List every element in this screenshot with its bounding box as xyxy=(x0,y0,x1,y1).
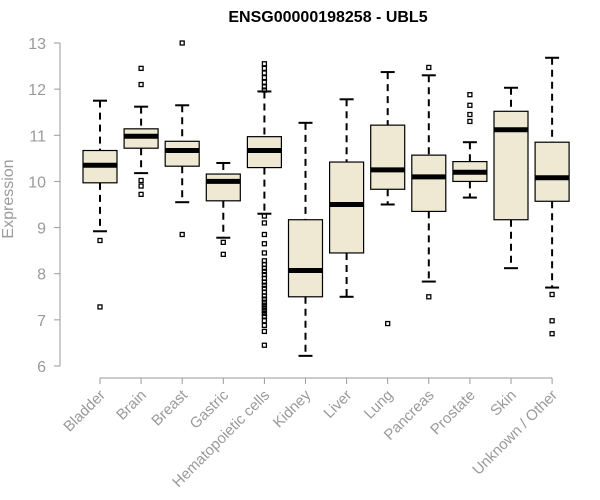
iqr-box xyxy=(534,141,570,202)
outlier-point xyxy=(138,183,144,189)
box-group-unknown-other xyxy=(534,56,570,337)
outlier-point xyxy=(261,79,268,85)
outlier-point xyxy=(261,65,268,72)
iqr-box xyxy=(287,219,324,298)
y-tick-label: 7 xyxy=(37,313,46,330)
x-tick-label: Brain xyxy=(113,387,150,424)
iqr-box xyxy=(329,161,365,254)
x-tick-label: Breast xyxy=(148,386,191,429)
y-axis-label: Expression xyxy=(0,159,17,238)
outlier-point xyxy=(261,302,268,308)
x-tick-label: Skin xyxy=(487,387,520,420)
x-tick-label: Kidney xyxy=(270,386,315,431)
y-tick-label: 11 xyxy=(29,128,46,145)
outlier-point xyxy=(385,320,391,327)
outlier-point xyxy=(261,213,268,219)
box-group-bladder xyxy=(82,99,118,310)
box-group-prostate xyxy=(452,92,488,199)
outlier-point xyxy=(261,61,268,67)
outlier-point xyxy=(138,81,144,88)
outlier-point xyxy=(261,268,268,275)
outlier-point xyxy=(261,342,268,348)
outlier-point xyxy=(97,304,103,310)
outlier-point xyxy=(261,293,268,299)
outlier-point xyxy=(261,231,268,238)
outlier-point xyxy=(426,294,432,300)
outlier-point xyxy=(467,92,473,98)
outlier-point xyxy=(179,231,185,238)
y-tick-label: 8 xyxy=(37,267,46,284)
iqr-box xyxy=(370,124,406,190)
outlier-point xyxy=(179,40,185,46)
outlier-point xyxy=(261,313,268,319)
outlier-point xyxy=(220,251,226,257)
outlier-point xyxy=(97,237,103,244)
outlier-point xyxy=(261,296,268,302)
outlier-point xyxy=(549,318,555,324)
box-group-skin xyxy=(493,86,529,270)
outlier-point xyxy=(261,87,268,93)
box-group-hematopoietic-cells xyxy=(246,61,282,348)
box-group-gastric xyxy=(205,161,241,257)
outlier-point xyxy=(261,70,268,76)
box-group-breast xyxy=(164,40,200,238)
outlier-point xyxy=(261,322,268,329)
outlier-point xyxy=(138,191,144,197)
outlier-point xyxy=(261,282,268,288)
outlier-point xyxy=(138,177,144,184)
outlier-point xyxy=(261,307,268,314)
iqr-box xyxy=(411,154,447,213)
x-tick-label: Bladder xyxy=(60,387,109,436)
x-tick-label: Lung xyxy=(361,387,397,423)
outlier-point xyxy=(261,299,268,305)
outlier-point xyxy=(261,265,268,271)
outlier-point xyxy=(426,64,432,71)
outlier-point xyxy=(261,241,268,247)
outlier-point xyxy=(261,220,268,226)
outlier-point xyxy=(261,279,268,285)
y-tick-label: 12 xyxy=(28,82,46,99)
x-tick-label: Liver xyxy=(320,387,355,422)
outlier-point xyxy=(467,118,473,125)
outlier-point xyxy=(220,239,226,245)
outlier-point xyxy=(549,331,555,337)
outlier-point xyxy=(261,74,268,81)
outlier-point xyxy=(261,328,268,335)
outlier-point xyxy=(467,102,473,108)
y-tick-label: 10 xyxy=(28,174,46,191)
x-tick-label: Prostate xyxy=(427,387,479,439)
y-tick-label: 13 xyxy=(28,36,46,53)
box-group-kidney xyxy=(287,121,324,357)
iqr-box xyxy=(205,173,241,202)
outlier-point xyxy=(261,318,268,324)
outlier-point xyxy=(138,65,144,72)
outlier-point xyxy=(261,310,268,317)
y-tick-label: 6 xyxy=(37,359,46,376)
chart-title: ENSG00000198258 - UBL5 xyxy=(228,9,427,26)
y-tick-label: 9 xyxy=(37,221,46,238)
outlier-point xyxy=(261,84,268,90)
box-group-pancreas xyxy=(411,64,447,300)
iqr-box xyxy=(164,140,200,167)
outlier-point xyxy=(549,291,555,298)
outlier-point xyxy=(261,250,268,256)
outlier-point xyxy=(261,305,268,311)
plot-area xyxy=(82,40,570,357)
box-group-liver xyxy=(329,98,365,298)
box-group-lung xyxy=(370,71,406,327)
outlier-point xyxy=(467,111,473,118)
box-group-brain xyxy=(123,65,159,197)
